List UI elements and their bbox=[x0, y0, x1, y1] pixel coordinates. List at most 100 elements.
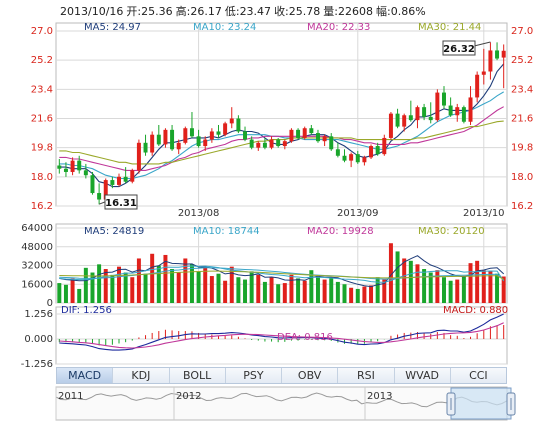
macd-panel: 1.256 0.000 -1.256 DIF: 1.256 DEA: 0.816 MACD… bbox=[21, 305, 508, 370]
volume-bar bbox=[428, 272, 433, 303]
candle-body bbox=[309, 128, 314, 134]
volume-panel: 64000 48000 32000 16000 0 MA5: 24819 MA10: 187… bbox=[21, 223, 508, 309]
volume-bar bbox=[83, 267, 88, 303]
volume-ma-line-ma30 bbox=[59, 270, 504, 280]
candle-body bbox=[269, 139, 274, 148]
volume-bar bbox=[236, 277, 241, 303]
tab-macd[interactable]: MACD bbox=[57, 368, 114, 383]
macd-legend-macd: MACD: 0.880 bbox=[443, 305, 508, 316]
tab-cci[interactable]: CCI bbox=[450, 368, 506, 383]
candle-body bbox=[495, 50, 500, 59]
macd-dea-line bbox=[59, 322, 504, 349]
high-label: 高: bbox=[175, 5, 191, 18]
tab-kdj[interactable]: KDJ bbox=[113, 368, 170, 383]
volume-bar bbox=[369, 285, 374, 303]
candle-body bbox=[63, 168, 68, 172]
volume-bar bbox=[495, 273, 500, 303]
volume-legend-item: MA5: 24819 bbox=[84, 226, 144, 237]
open-value: 25.36 bbox=[141, 5, 173, 18]
candle-body bbox=[422, 107, 427, 117]
volume-bar bbox=[335, 281, 340, 303]
candle-body bbox=[276, 139, 281, 147]
min-callout-label: 16.31 bbox=[105, 198, 137, 209]
change-label: 幅: bbox=[376, 5, 391, 18]
candle-body bbox=[349, 154, 354, 161]
macd-tick: -1.256 bbox=[21, 359, 53, 370]
tab-rsi[interactable]: RSI bbox=[338, 368, 395, 383]
volume-label: 量: bbox=[323, 5, 338, 18]
volume-bar bbox=[209, 276, 214, 303]
candle-body bbox=[156, 134, 161, 145]
candle-body bbox=[176, 142, 181, 150]
price-tick-right: 27.0 bbox=[511, 26, 533, 37]
low-label: 低: bbox=[224, 5, 240, 18]
volume-bar bbox=[156, 265, 161, 303]
tab-wvad[interactable]: WVAD bbox=[394, 368, 451, 383]
candle-body bbox=[209, 131, 214, 140]
price-tick-left: 18.0 bbox=[31, 172, 53, 183]
candle-body bbox=[136, 142, 141, 171]
volume-bar bbox=[322, 279, 327, 303]
price-tick-left: 16.2 bbox=[31, 201, 53, 212]
volume-bar bbox=[269, 277, 274, 303]
candle-body bbox=[223, 123, 228, 135]
volume-bar bbox=[422, 269, 427, 303]
volume-bar bbox=[176, 272, 181, 303]
volume-bar bbox=[249, 271, 254, 303]
close-label: 收: bbox=[274, 5, 289, 18]
volume-bar bbox=[282, 283, 287, 303]
price-tick-right: 25.2 bbox=[511, 55, 533, 66]
navigator-line bbox=[55, 392, 508, 408]
volume-bar bbox=[355, 288, 360, 303]
macd-tick: 0.000 bbox=[24, 334, 53, 345]
volume-bar bbox=[362, 286, 367, 303]
candle-body bbox=[249, 139, 254, 148]
volume-bar bbox=[455, 279, 460, 303]
candle-body bbox=[90, 175, 95, 194]
volume-bar bbox=[103, 269, 108, 303]
volume-legend-item: MA20: 19928 bbox=[307, 226, 374, 237]
navigator-year-label: 2013 bbox=[367, 391, 392, 402]
tab-boll[interactable]: BOLL bbox=[169, 368, 226, 383]
price-legend-item: MA30: 21.44 bbox=[418, 22, 481, 33]
tab-obv[interactable]: OBV bbox=[282, 368, 339, 383]
macd-legend-dif: DIF: 1.256 bbox=[61, 305, 112, 316]
price-legend-item: MA10: 23.24 bbox=[193, 22, 256, 33]
volume-bar bbox=[70, 278, 75, 303]
candle-body bbox=[183, 128, 188, 143]
volume-bar bbox=[110, 274, 115, 303]
candle-body bbox=[163, 129, 168, 145]
volume-bar bbox=[90, 272, 95, 303]
volume-bar bbox=[475, 260, 480, 303]
quote-header: 2013/10/16 开:25.36 高:26.17 低:23.47 收:25.78 量:… bbox=[60, 3, 429, 19]
candle-body bbox=[455, 107, 460, 116]
volume-bar bbox=[117, 266, 121, 303]
tab-psy[interactable]: PSY bbox=[225, 368, 282, 383]
candle-body bbox=[355, 154, 360, 163]
volume-bar bbox=[216, 273, 221, 303]
price-tick-right: 16.2 bbox=[511, 201, 533, 212]
close-value: 25.78 bbox=[288, 5, 321, 18]
volume-bar bbox=[296, 278, 301, 303]
volume-bar bbox=[256, 274, 261, 303]
volume-bar bbox=[196, 271, 201, 303]
volume-bar bbox=[170, 269, 175, 303]
volume-bar bbox=[435, 270, 440, 303]
candle-body bbox=[123, 176, 128, 182]
volume-bar bbox=[329, 278, 334, 303]
low-value: 23.47 bbox=[239, 5, 272, 18]
candle-body bbox=[110, 180, 115, 185]
candle-body bbox=[243, 131, 248, 140]
candle-body bbox=[315, 133, 320, 142]
date-tick: 2013/09 bbox=[337, 208, 379, 219]
volume-bar bbox=[501, 276, 506, 303]
volume-tick: 64000 bbox=[21, 223, 53, 234]
volume-bar bbox=[123, 272, 128, 303]
price-tick-right: 23.4 bbox=[511, 84, 533, 95]
quote-date: 2013/10/16 bbox=[60, 5, 124, 18]
volume-bar bbox=[189, 264, 194, 303]
price-tick-left: 25.2 bbox=[31, 55, 53, 66]
indicator-tabs: MACD KDJ BOLL PSY OBV RSI WVAD CCI bbox=[56, 367, 507, 384]
candle-body bbox=[203, 139, 208, 147]
